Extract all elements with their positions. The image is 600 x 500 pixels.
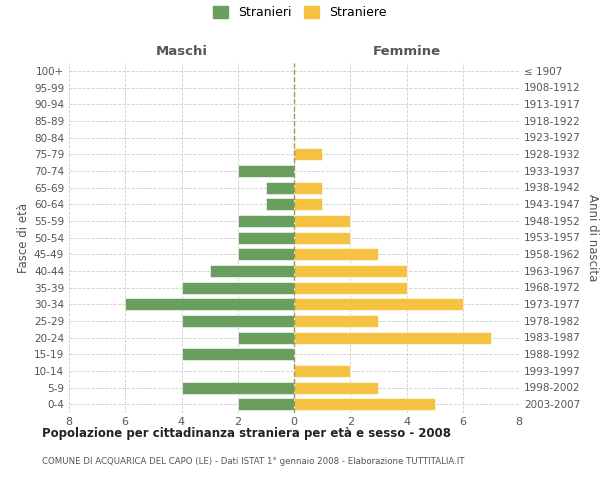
Bar [238,398,294,410]
Bar [294,315,379,327]
Bar [294,332,491,344]
Text: Maschi: Maschi [155,44,208,58]
Legend: Stranieri, Straniere: Stranieri, Straniere [208,1,392,24]
Bar [238,165,294,177]
Bar [294,248,379,260]
Bar [238,248,294,260]
Bar [294,282,407,294]
Bar [182,315,294,327]
Bar [209,265,294,277]
Y-axis label: Anni di nascita: Anni di nascita [586,194,599,281]
Bar [266,198,294,210]
Bar [238,232,294,243]
Bar [294,398,434,410]
Bar [182,382,294,394]
Bar [125,298,294,310]
Bar [294,382,379,394]
Bar [294,265,407,277]
Bar [294,232,350,243]
Bar [294,148,322,160]
Text: Popolazione per cittadinanza straniera per età e sesso - 2008: Popolazione per cittadinanza straniera p… [42,428,451,440]
Bar [294,215,350,227]
Bar [294,298,463,310]
Bar [294,365,350,377]
Bar [294,198,322,210]
Bar [182,282,294,294]
Bar [294,182,322,194]
Bar [238,215,294,227]
Y-axis label: Fasce di età: Fasce di età [17,202,30,272]
Bar [266,182,294,194]
Bar [182,348,294,360]
Text: COMUNE DI ACQUARICA DEL CAPO (LE) - Dati ISTAT 1° gennaio 2008 - Elaborazione TU: COMUNE DI ACQUARICA DEL CAPO (LE) - Dati… [42,458,464,466]
Bar [238,332,294,344]
Text: Femmine: Femmine [373,44,440,58]
